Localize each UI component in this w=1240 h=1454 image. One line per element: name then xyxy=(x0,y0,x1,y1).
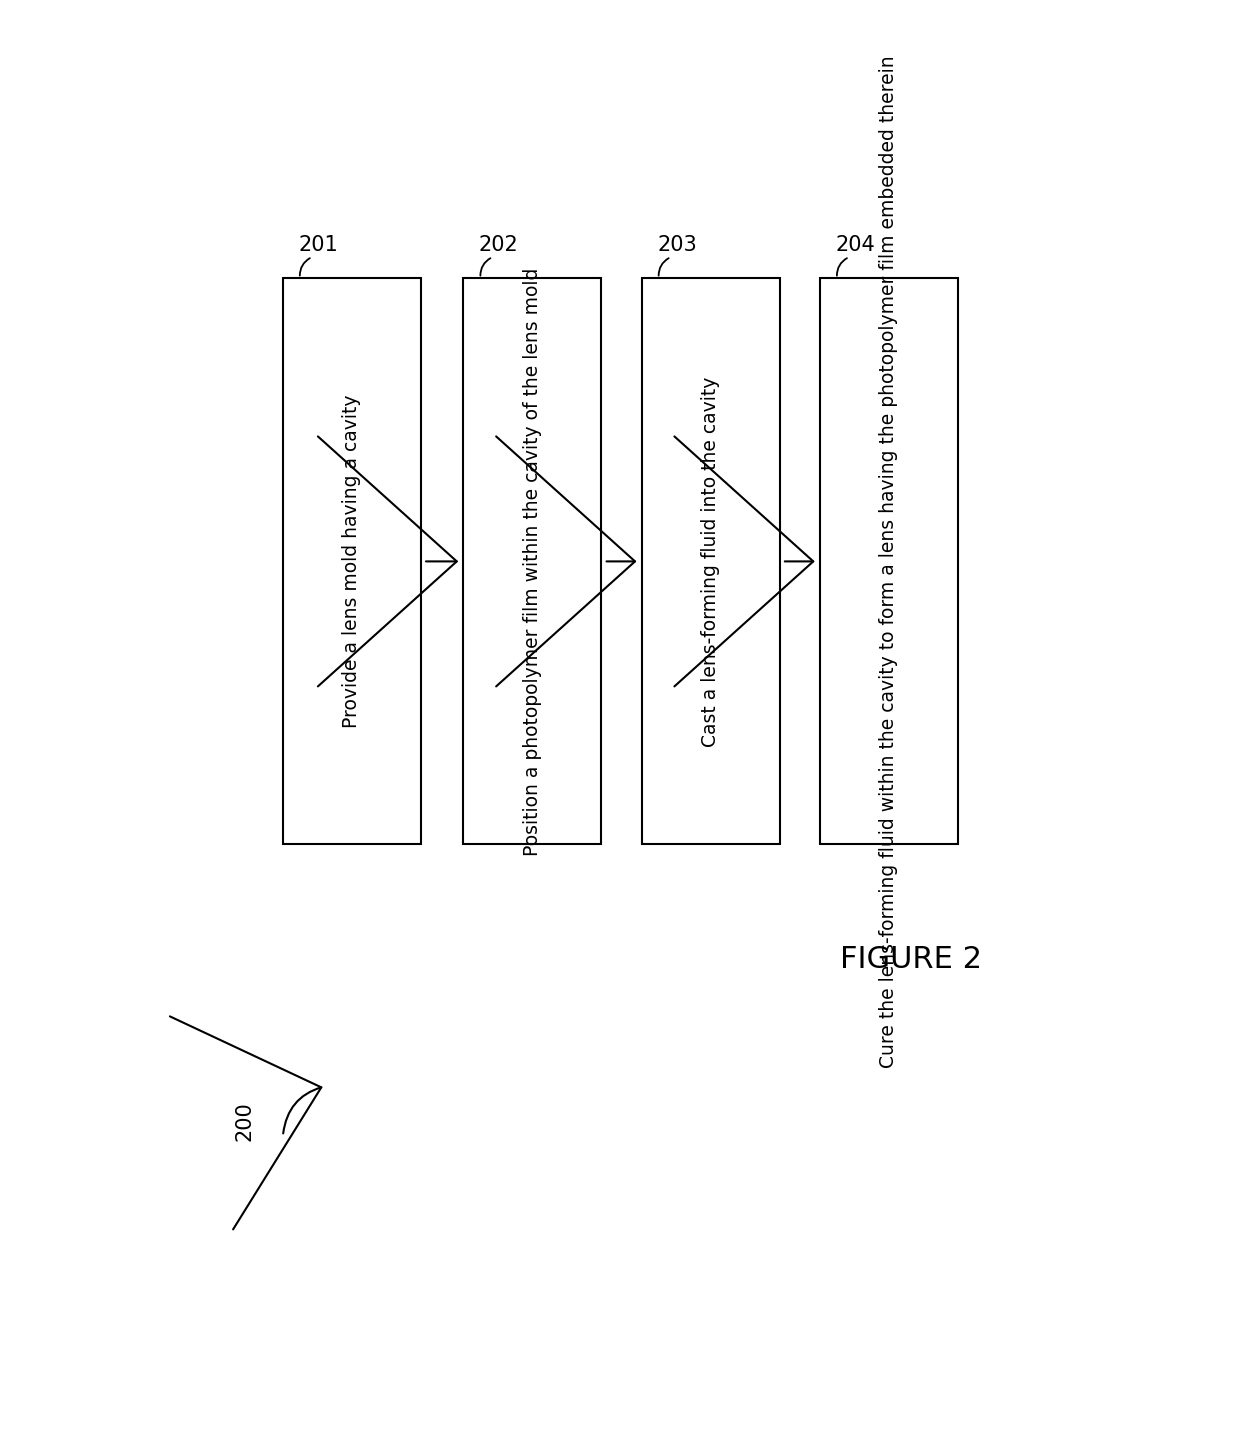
Text: 200: 200 xyxy=(234,1102,254,1141)
Text: 204: 204 xyxy=(836,236,875,256)
Text: Provide a lens mold having a cavity: Provide a lens mold having a cavity xyxy=(342,394,361,728)
Text: Position a photopolymer film within the cavity of the lens mold: Position a photopolymer film within the … xyxy=(523,268,542,855)
Text: 203: 203 xyxy=(657,236,697,256)
Bar xyxy=(642,278,780,845)
Text: Cure the lens-forming fluid within the cavity to form a lens having the photopol: Cure the lens-forming fluid within the c… xyxy=(879,55,899,1067)
Text: Cast a lens-forming fluid into the cavity: Cast a lens-forming fluid into the cavit… xyxy=(701,377,720,746)
Bar xyxy=(283,278,420,845)
Text: 201: 201 xyxy=(299,236,339,256)
Bar xyxy=(464,278,601,845)
Bar xyxy=(820,278,959,845)
Text: FIGURE 2: FIGURE 2 xyxy=(839,945,982,974)
Text: 202: 202 xyxy=(479,236,518,256)
